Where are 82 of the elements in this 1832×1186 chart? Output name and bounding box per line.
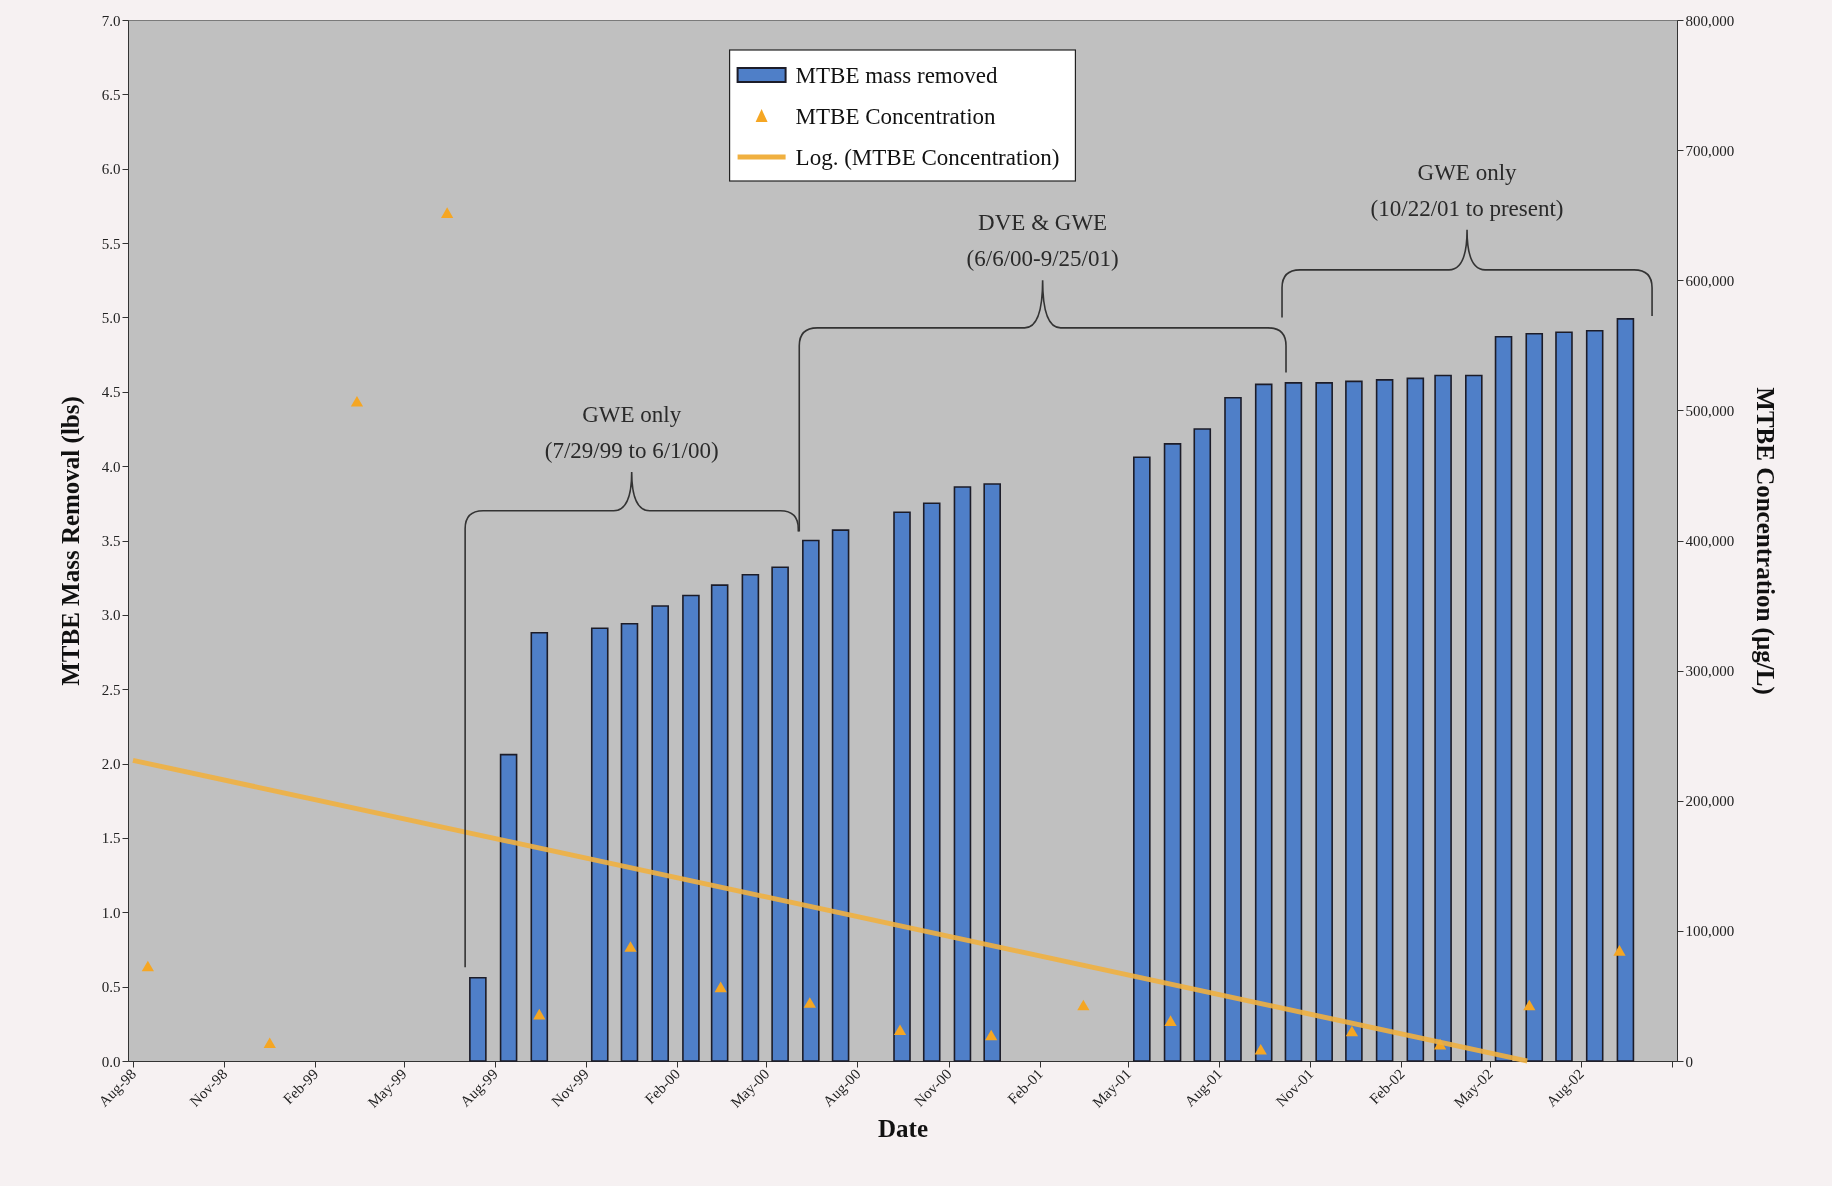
y2-axis-title: MTBE Concentration (µg/L) [1751,387,1780,695]
point [714,981,727,993]
bar [771,566,789,1062]
y-tick-label: 7.0 [101,12,121,29]
point [1077,999,1090,1011]
y-tick-label: 5.0 [101,309,121,326]
y2-tick-label: 800,000 [1685,12,1735,29]
y2-tick-label: 100,000 [1685,923,1735,940]
bar [1284,382,1303,1062]
y-tick-label: 1.5 [101,830,121,847]
bar [1616,318,1635,1062]
legend-label: MTBE Concentration [795,103,997,129]
y-tick-label: 4.0 [101,458,121,475]
bar [741,573,760,1062]
y2-tick-label: 0 [1685,1053,1693,1070]
y-tick-label: 4.5 [101,384,121,401]
legend-label: MTBE mass removed [795,62,998,88]
bar [1406,377,1425,1062]
bar [1375,379,1394,1062]
point [1254,1043,1267,1055]
y-tick-label: 2.0 [101,756,121,773]
bar [651,605,669,1062]
bar [682,594,700,1062]
bar [1133,456,1151,1062]
bar [1345,380,1363,1062]
y2-tick-label: 500,000 [1685,402,1735,419]
point [624,941,637,952]
y-tick-label: 6.0 [101,161,121,178]
point [1345,1025,1359,1037]
bar [802,539,820,1062]
bar [620,622,639,1062]
point [1613,945,1626,956]
y2-tick-label: 600,000 [1685,272,1735,289]
y-axis-title: MTBE Mass Removal (lbs) [56,396,85,686]
y-tick-label: 5.5 [101,235,121,252]
bar [469,976,487,1062]
y2-tick-label: 200,000 [1685,793,1735,810]
bar [1585,330,1604,1062]
point [441,207,454,218]
bar [1555,331,1573,1062]
bar [893,511,911,1062]
y-tick-label: 0.5 [101,979,121,996]
y2-tick-label: 700,000 [1685,142,1735,159]
bar [1525,332,1544,1062]
bar [1465,374,1483,1062]
annotation: GWE only (10/22/01 to present) [1370,159,1564,221]
bar [922,502,941,1062]
bar [1434,374,1452,1062]
point [1164,1015,1177,1026]
bar [831,529,850,1062]
bar [530,631,549,1062]
annotation: DVE & GWE (6/6/00-9/25/01) [966,210,1119,272]
y2-tick-label: 300,000 [1685,663,1735,680]
bar [710,584,729,1062]
bar [1494,335,1513,1062]
x-axis-title: Date [878,1114,928,1142]
bar [1224,396,1242,1062]
bar [953,486,972,1062]
point [263,1037,276,1049]
y2-tick-label: 400,000 [1685,533,1735,549]
bar [1193,428,1212,1062]
annotation: GWE only (7/29/99 to 6/1/00) [544,402,719,464]
y-tick-label: 1.0 [101,904,121,921]
y-tick-label: 2.5 [101,681,121,698]
point [803,997,816,1008]
point [893,1024,907,1036]
bar [1254,383,1273,1062]
bar [1315,382,1333,1062]
bar [983,483,1001,1062]
point [350,395,364,407]
bar [499,753,518,1062]
y-tick-label: 3.0 [101,607,121,624]
y-tick-label: 3.5 [101,533,121,549]
bar [590,627,609,1062]
point [141,960,154,972]
bar [1163,443,1182,1062]
y-tick-label: 6.5 [101,86,121,103]
point [533,1008,546,1020]
y-tick-label: 0.0 [101,1053,121,1070]
legend-label: Log. (MTBE Concentration) [795,144,1060,170]
point [1523,999,1536,1011]
point [985,1029,998,1041]
